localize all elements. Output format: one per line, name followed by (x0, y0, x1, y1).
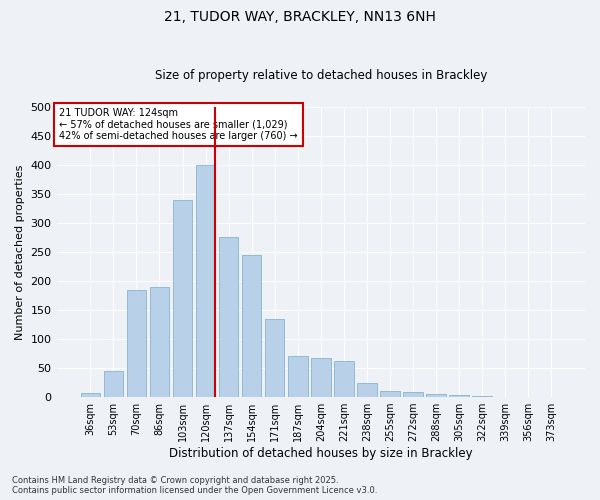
Bar (403, 392, 423, 397)
Bar (242, 255, 262, 397)
Bar (334, 361, 353, 397)
Bar (127, 290, 146, 397)
Bar (426, 394, 446, 397)
Bar (541, 396, 561, 397)
Bar (518, 396, 538, 397)
Bar (357, 382, 377, 397)
Bar (80, 393, 100, 397)
Bar (149, 287, 169, 397)
Bar (219, 238, 238, 397)
Bar (196, 165, 215, 397)
Bar (104, 371, 123, 397)
Bar (311, 358, 331, 397)
Bar (472, 396, 492, 397)
Bar (265, 318, 284, 397)
X-axis label: Distribution of detached houses by size in Brackley: Distribution of detached houses by size … (169, 447, 473, 460)
Bar (380, 392, 400, 397)
Title: Size of property relative to detached houses in Brackley: Size of property relative to detached ho… (155, 69, 487, 82)
Bar (496, 396, 515, 397)
Text: 21 TUDOR WAY: 124sqm
← 57% of detached houses are smaller (1,029)
42% of semi-de: 21 TUDOR WAY: 124sqm ← 57% of detached h… (59, 108, 298, 142)
Y-axis label: Number of detached properties: Number of detached properties (15, 164, 25, 340)
Bar (173, 200, 193, 397)
Bar (288, 356, 308, 397)
Bar (449, 396, 469, 397)
Text: Contains HM Land Registry data © Crown copyright and database right 2025.
Contai: Contains HM Land Registry data © Crown c… (12, 476, 377, 495)
Text: 21, TUDOR WAY, BRACKLEY, NN13 6NH: 21, TUDOR WAY, BRACKLEY, NN13 6NH (164, 10, 436, 24)
